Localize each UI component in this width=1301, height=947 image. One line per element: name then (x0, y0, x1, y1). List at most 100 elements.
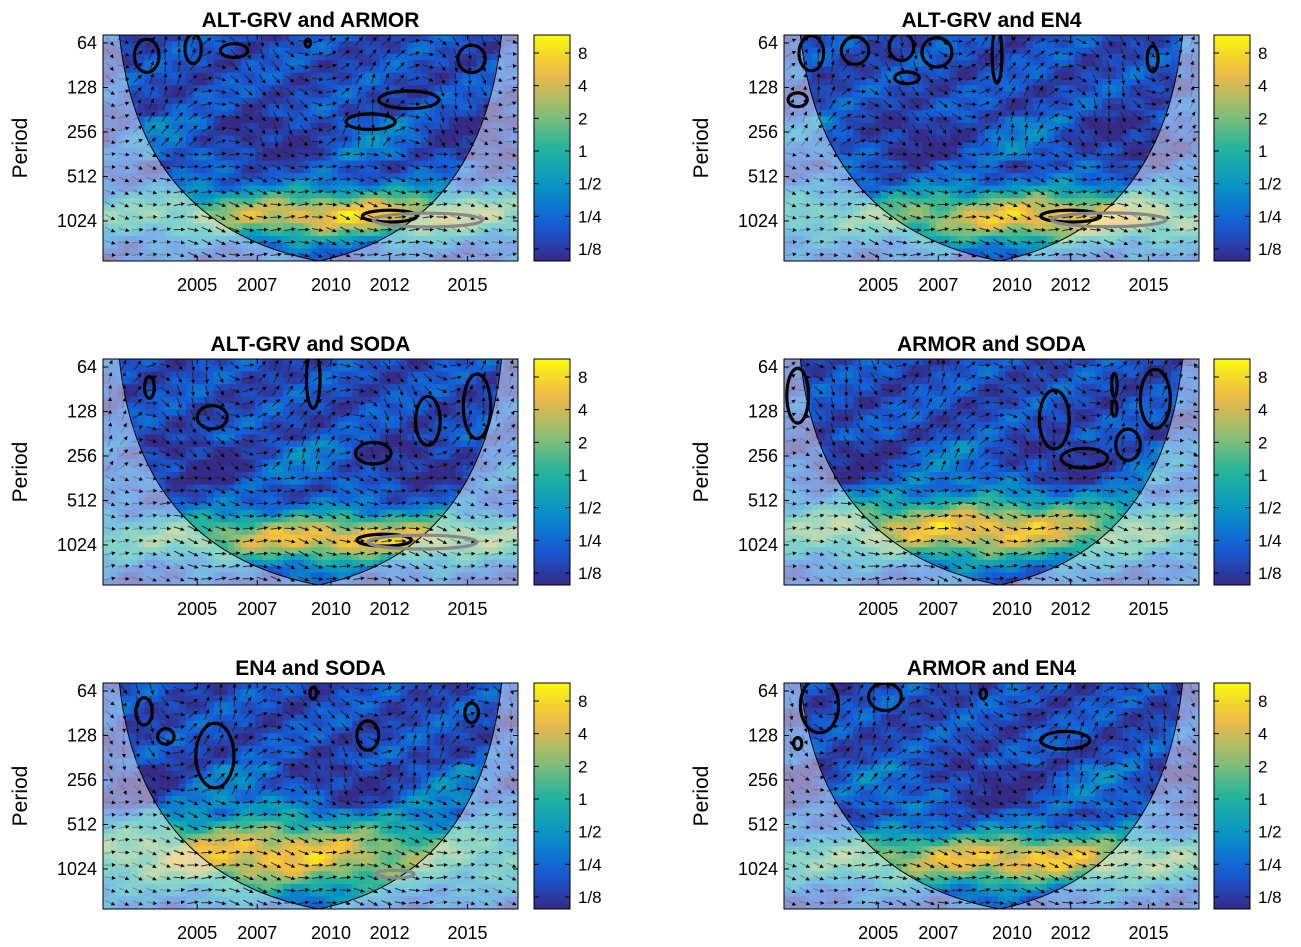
phase-arrows (785, 683, 1198, 906)
x-tick-label: 2005 (858, 599, 898, 619)
significance-contour (353, 440, 393, 466)
colorbar-tick-label: 2 (578, 433, 587, 452)
y-tick-label: 256 (748, 446, 778, 466)
colorbar-tick-label: 2 (1258, 757, 1267, 776)
x-tick-label: 2010 (311, 599, 351, 619)
significance-contour (461, 372, 493, 441)
colorbar-tick-label: 1/8 (1258, 240, 1282, 259)
x-tick-label: 2010 (311, 275, 351, 295)
significance-contour (1039, 208, 1103, 224)
panel-title: ARMOR and EN4 (907, 657, 1077, 680)
significance-contour (194, 721, 236, 790)
x-tick-label: 2010 (992, 275, 1032, 295)
x-tick-label: 2007 (237, 599, 277, 619)
y-tick-label: 256 (67, 122, 97, 142)
colorbar-tick-label: 4 (578, 401, 587, 420)
y-tick-label: 512 (748, 166, 778, 186)
panel-1: ALT-GRV and ARMORPeriod64128256512102420… (9, 9, 602, 295)
x-tick-label: 2005 (177, 923, 217, 943)
axes-box (102, 682, 519, 910)
panel-title: EN4 and SODA (235, 657, 386, 680)
y-tick-label: 128 (67, 77, 97, 97)
axes-box (783, 358, 1200, 586)
significance-contour (414, 394, 442, 447)
cone-of-influence-shade (103, 359, 518, 585)
x-tick-label: 2010 (311, 923, 351, 943)
colorbar-tick-label: 1/8 (1258, 564, 1282, 583)
colorbar-tick-label: 1/8 (578, 564, 602, 583)
significance-contour (893, 70, 921, 86)
axes-box (102, 358, 519, 586)
x-tick-label: 2015 (1128, 923, 1168, 943)
y-tick-label: 128 (748, 725, 778, 745)
colorbar (533, 358, 571, 586)
significance-contour (1110, 371, 1119, 399)
colorbar-tick-label: 4 (1258, 77, 1267, 96)
y-tick-label: 512 (748, 490, 778, 510)
phase-arrows (785, 35, 1198, 258)
significance-contour (134, 696, 154, 727)
x-tick-label: 2015 (447, 923, 487, 943)
colorbar-tick-label: 1/8 (1258, 888, 1282, 907)
colorbar-tick-label: 8 (1258, 44, 1267, 63)
colorbar-tick-label: 1 (578, 466, 587, 485)
x-tick-label: 2005 (177, 599, 217, 619)
y-axis-label: Period (9, 766, 32, 827)
y-tick-label: 128 (67, 401, 97, 421)
y-tick-label: 256 (748, 770, 778, 790)
significance-contour (1110, 399, 1119, 418)
colorbar-tick-label: 1/2 (578, 499, 602, 518)
x-tick-label: 2007 (918, 275, 958, 295)
significance-contour (798, 683, 841, 735)
significance-contour (839, 35, 871, 66)
colorbar-tick-label: 8 (1258, 368, 1267, 387)
colorbar-tick-label: 1/8 (578, 240, 602, 259)
colorbar-tick-label: 4 (578, 77, 587, 96)
significance-contour (132, 37, 161, 74)
panel-2: ALT-GRV and EN4Period6412825651210242005… (690, 9, 1282, 295)
x-tick-label: 2012 (1051, 923, 1091, 943)
axes-box (783, 34, 1200, 262)
x-tick-label: 2012 (1051, 599, 1091, 619)
colorbar-tick-label: 8 (578, 368, 587, 387)
cone-of-influence-shade (784, 35, 1199, 261)
colorbar-tick-label: 1/4 (578, 855, 602, 874)
significance-contour (887, 35, 916, 63)
colorbar (533, 682, 571, 910)
colorbar-tick-label: 1/2 (578, 175, 602, 194)
coherence-heatmap (784, 359, 1199, 585)
colorbar-tick-label: 1/2 (578, 823, 602, 842)
y-tick-label: 512 (67, 490, 97, 510)
y-tick-label: 64 (77, 357, 97, 377)
y-tick-label: 128 (67, 725, 97, 745)
y-axis-label: Period (690, 442, 713, 503)
y-axis-label: Period (690, 118, 713, 179)
significance-contour (792, 735, 804, 751)
x-tick-label: 2010 (992, 599, 1032, 619)
x-tick-label: 2012 (370, 599, 410, 619)
x-tick-label: 2015 (1128, 599, 1168, 619)
x-tick-label: 2012 (370, 923, 410, 943)
significance-contour (344, 112, 397, 132)
x-tick-label: 2007 (237, 275, 277, 295)
y-tick-label: 128 (748, 77, 778, 97)
x-tick-label: 2005 (858, 923, 898, 943)
x-tick-label: 2005 (177, 275, 217, 295)
y-tick-label: 1024 (57, 535, 97, 555)
y-tick-label: 64 (758, 681, 778, 701)
y-axis-label: Period (690, 766, 713, 827)
y-tick-label: 64 (77, 681, 97, 701)
y-tick-label: 1024 (738, 859, 778, 879)
colorbar-tick-label: 1/4 (1258, 207, 1282, 226)
x-tick-label: 2007 (918, 923, 958, 943)
x-tick-label: 2012 (370, 275, 410, 295)
x-tick-label: 2010 (992, 923, 1032, 943)
x-tick-label: 2005 (858, 275, 898, 295)
x-tick-label: 2012 (1051, 275, 1091, 295)
phase-arrows (104, 359, 517, 582)
significance-contour (456, 43, 487, 75)
y-tick-label: 256 (67, 770, 97, 790)
